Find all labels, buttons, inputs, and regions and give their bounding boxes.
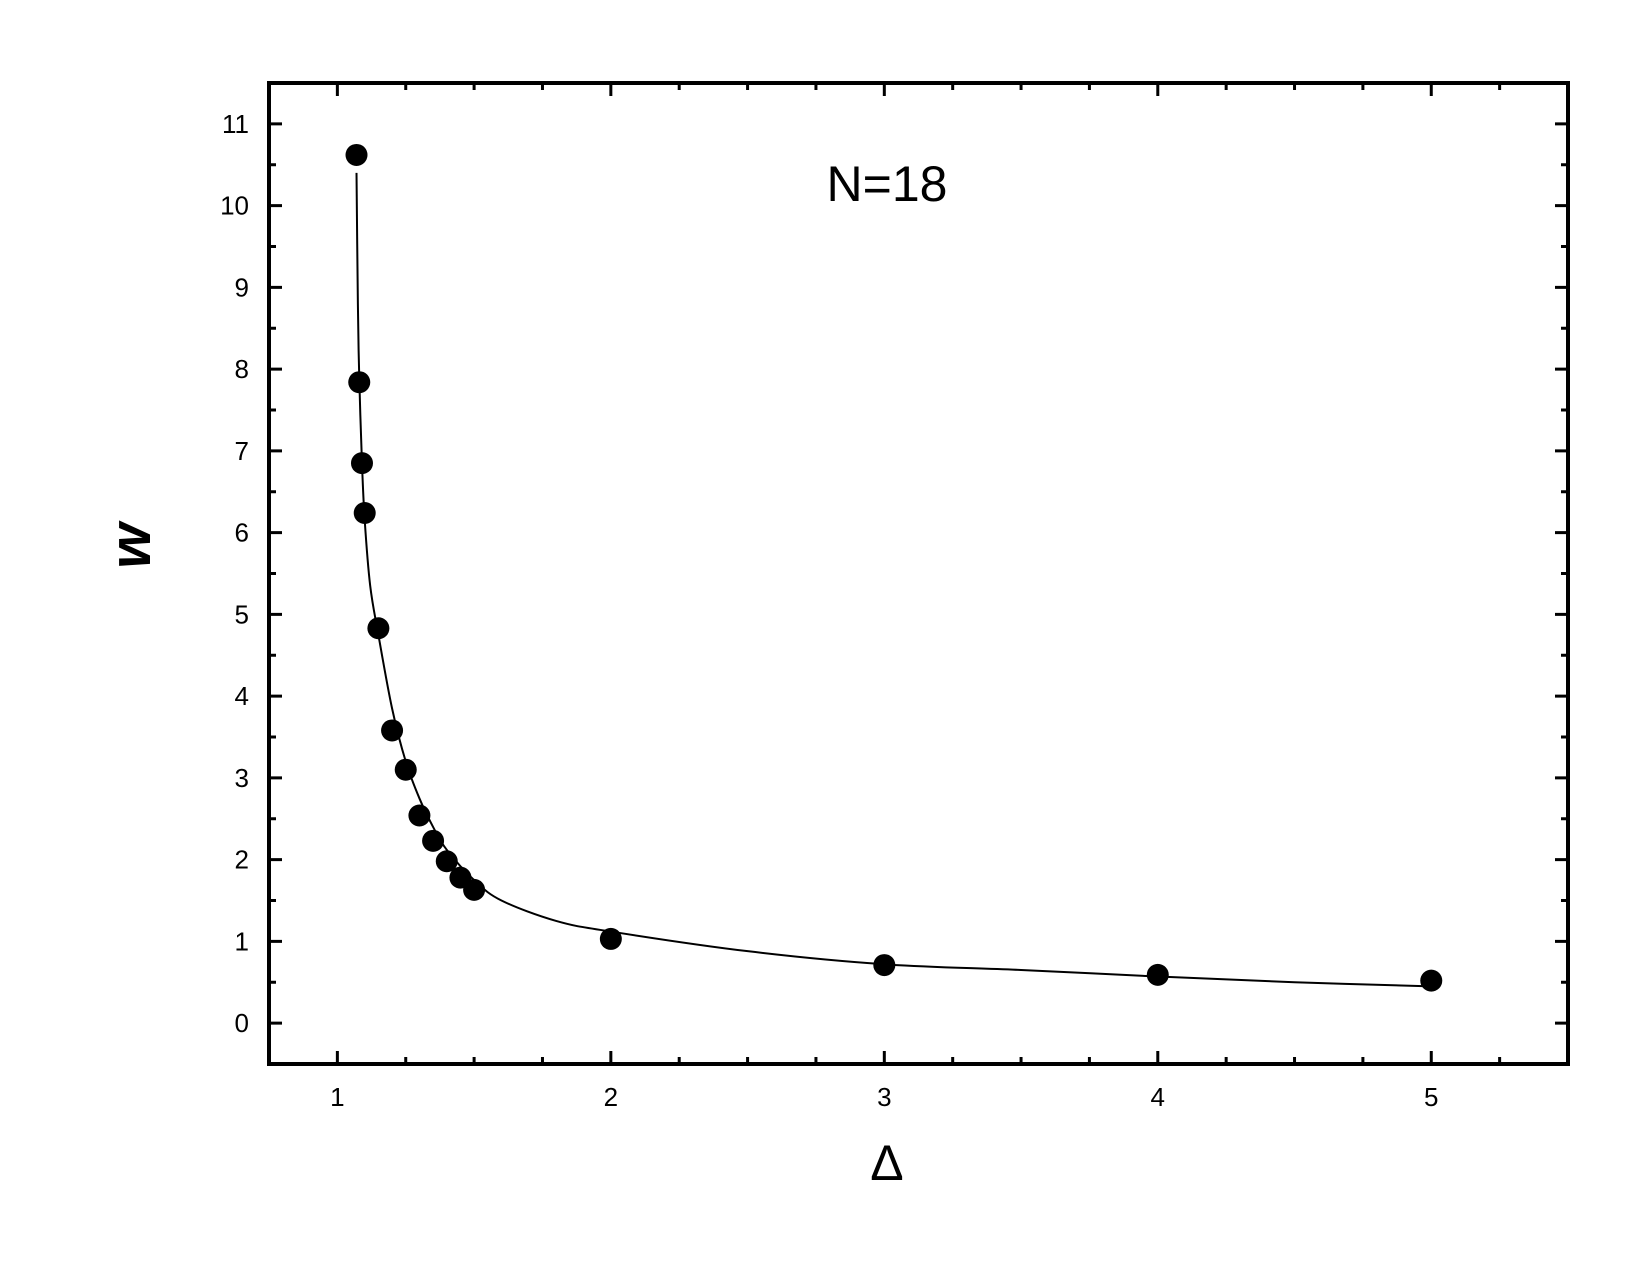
data-point: [1146, 963, 1169, 986]
x-tick-label: 1: [330, 1082, 344, 1112]
data-points-layer: [345, 143, 1443, 992]
data-point: [367, 617, 390, 640]
x-tick-label: 4: [1151, 1082, 1165, 1112]
data-point: [408, 804, 431, 827]
x-axis-title: Δ: [870, 1135, 903, 1191]
y-tick-label: 10: [220, 191, 249, 221]
y-tick-label: 4: [235, 681, 249, 711]
data-point: [350, 452, 373, 475]
y-tick-label: 9: [235, 272, 249, 302]
data-point: [353, 502, 376, 525]
annotation-label: N=18: [827, 156, 948, 212]
y-tick-label: 7: [235, 436, 249, 466]
data-point: [435, 850, 458, 873]
y-tick-label: 11: [222, 109, 249, 139]
y-tick-label: 2: [235, 845, 249, 875]
data-point: [873, 954, 896, 977]
data-point: [599, 927, 622, 950]
data-point: [381, 719, 404, 742]
y-tick-label: 3: [235, 763, 249, 793]
y-tick-label: 0: [235, 1008, 249, 1038]
y-tick-label: 5: [235, 599, 249, 629]
x-tick-label: 2: [604, 1082, 618, 1112]
y-axis-title: w: [98, 520, 163, 569]
data-point: [345, 143, 368, 166]
data-point: [1420, 969, 1443, 992]
data-point: [394, 758, 417, 781]
x-tick-label: 3: [877, 1082, 891, 1112]
y-tick-label: 1: [235, 926, 249, 956]
x-tick-label: 5: [1424, 1082, 1438, 1112]
data-point: [422, 829, 445, 852]
y-tick-label: 8: [235, 354, 249, 384]
data-point: [463, 878, 486, 901]
data-point: [348, 371, 371, 394]
y-tick-label: 6: [235, 518, 249, 548]
plot-frame: [267, 81, 1570, 1066]
